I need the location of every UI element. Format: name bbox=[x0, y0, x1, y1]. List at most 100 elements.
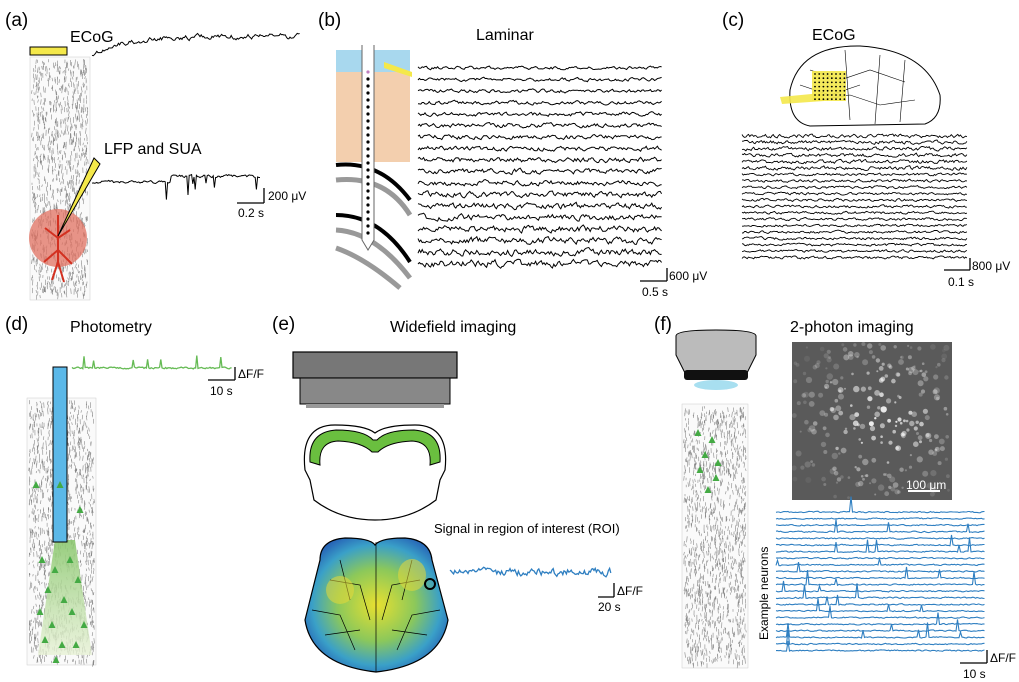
cell-spot bbox=[884, 491, 890, 497]
cell-spot bbox=[911, 366, 916, 371]
neuron-soma-icon bbox=[694, 429, 702, 436]
cell-spot bbox=[853, 385, 860, 393]
cell-spot bbox=[875, 358, 881, 363]
cell-spot bbox=[889, 476, 896, 483]
calcium-trace-line bbox=[775, 619, 985, 633]
cell-spot bbox=[919, 421, 924, 427]
calcium-traces bbox=[775, 496, 985, 652]
probe-contact bbox=[366, 196, 370, 200]
cell-spot bbox=[933, 374, 939, 380]
cell-spot bbox=[795, 450, 802, 457]
grid-contact bbox=[818, 94, 821, 96]
probe-contact bbox=[366, 182, 370, 186]
cell-spot bbox=[852, 420, 859, 427]
cell-spot bbox=[900, 356, 903, 359]
grid-contact bbox=[835, 94, 837, 96]
cell-spot bbox=[795, 363, 800, 367]
scale-time-a: 0.2 s bbox=[238, 206, 264, 220]
scale-voltage-c: 800 μV bbox=[972, 259, 1010, 273]
cell-spot bbox=[847, 351, 854, 357]
cell-spot bbox=[792, 476, 798, 482]
ecog-strip-icon bbox=[384, 62, 412, 77]
neuron-soma-icon bbox=[48, 621, 56, 628]
ecog-trace-line bbox=[741, 210, 968, 215]
cell-spot bbox=[847, 476, 851, 479]
grid-contact bbox=[835, 81, 837, 84]
neuron-soma-icon bbox=[56, 481, 64, 488]
probe-contact bbox=[366, 77, 370, 81]
cell-spot bbox=[908, 410, 913, 415]
cell-spot bbox=[939, 446, 945, 452]
cell-spot bbox=[829, 407, 835, 412]
grid-contact bbox=[835, 73, 837, 75]
cell-spot bbox=[833, 494, 837, 499]
cell-spot bbox=[922, 470, 929, 477]
cell-spot bbox=[878, 343, 882, 346]
cell-spot bbox=[851, 372, 854, 376]
cell-spot bbox=[915, 420, 919, 424]
grid-contact bbox=[843, 85, 846, 88]
calcium-trace-line bbox=[775, 612, 985, 626]
cell-spot bbox=[945, 435, 949, 439]
cell-spot bbox=[908, 371, 912, 376]
cell-spot bbox=[835, 481, 839, 484]
probe-contact bbox=[366, 217, 370, 221]
grid-contact bbox=[814, 81, 816, 84]
neuron-soma-icon bbox=[66, 556, 74, 563]
cell-spot bbox=[900, 432, 905, 437]
cell-spot bbox=[941, 353, 948, 360]
cell-spot bbox=[838, 410, 844, 416]
ecog-trace-line bbox=[741, 184, 968, 190]
widefield-title: Widefield imaging bbox=[390, 319, 516, 336]
cell-spot bbox=[804, 355, 810, 362]
neurons-axis-label: Example neurons bbox=[757, 547, 771, 640]
calcium-trace-line bbox=[775, 517, 985, 520]
grid-contact bbox=[839, 98, 842, 101]
calcium-trace-line bbox=[775, 556, 985, 560]
ecog-trace-a bbox=[91, 32, 300, 57]
cell-spot bbox=[901, 486, 904, 489]
cell-spot bbox=[924, 415, 930, 421]
grid-contact bbox=[814, 85, 816, 88]
microscope-body-icon bbox=[292, 351, 458, 379]
cell-spot bbox=[860, 475, 864, 478]
grid-contact bbox=[830, 81, 833, 84]
laminar-trace-line bbox=[417, 99, 662, 106]
laminar-trace-line bbox=[417, 156, 662, 164]
grid-contact bbox=[822, 81, 825, 84]
cell-spot bbox=[844, 427, 848, 430]
grid-contact bbox=[843, 81, 846, 84]
sulci-lines bbox=[799, 49, 916, 125]
grid-contact bbox=[818, 81, 821, 84]
cell-spot bbox=[793, 361, 798, 365]
cell-spot bbox=[888, 485, 892, 489]
two-photon-title: 2-photon imaging bbox=[790, 319, 914, 336]
white-matter-band bbox=[335, 176, 413, 217]
laminar-trace-line bbox=[417, 121, 662, 129]
cell-spot bbox=[867, 386, 872, 391]
cell-spot bbox=[871, 355, 876, 359]
neuron-soma-icon bbox=[708, 436, 716, 443]
cell-spot bbox=[814, 363, 820, 369]
cell-spot bbox=[897, 417, 902, 422]
cell-spot bbox=[838, 452, 841, 455]
probe-contacts bbox=[366, 70, 370, 235]
ecog-trace-line bbox=[742, 223, 968, 228]
labeled-neurons bbox=[32, 481, 88, 663]
cortical-column-f bbox=[681, 403, 749, 669]
cell-spot bbox=[825, 379, 829, 384]
cell-spot bbox=[833, 414, 839, 421]
ecog-trace-line bbox=[741, 242, 967, 247]
cell-spot bbox=[880, 441, 883, 444]
cell-spot bbox=[892, 482, 899, 488]
cell-spot bbox=[884, 374, 889, 378]
cell-spot bbox=[874, 493, 877, 496]
grid-contact bbox=[843, 89, 846, 92]
laminar-trace-line bbox=[417, 212, 662, 222]
calcium-trace-line bbox=[775, 558, 985, 567]
cell-spot bbox=[897, 490, 901, 494]
grid-contact bbox=[830, 73, 833, 75]
cell-spot bbox=[911, 411, 917, 418]
probe-contact bbox=[366, 105, 370, 109]
cell-spot bbox=[812, 421, 818, 426]
